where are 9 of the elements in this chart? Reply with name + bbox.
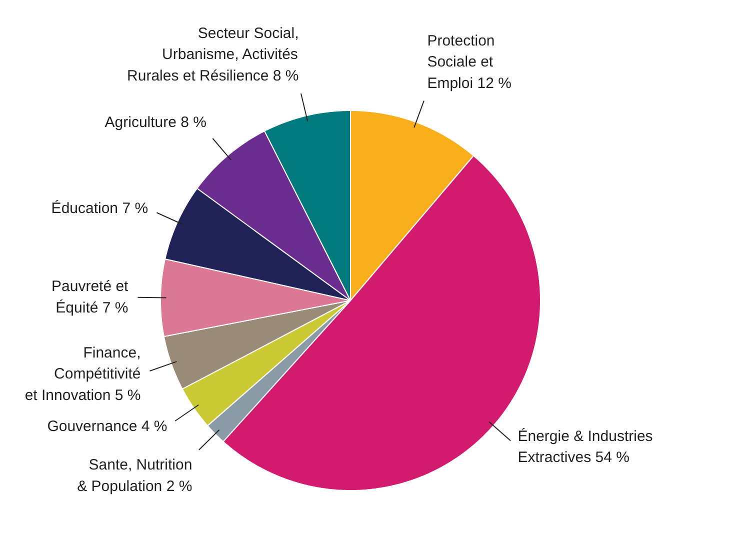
slice-label: Éducation 7 % <box>51 199 148 218</box>
slice-label: Protection Sociale et Emploi 12 % <box>427 32 512 92</box>
slice-label: Pauvreté et Équité 7 % <box>52 278 130 316</box>
slice-label: Secteur Social, Urbanisme, Activités Rurales et Résilience 8 % <box>127 24 299 84</box>
slice-label: Gouvernance 4 % <box>47 418 168 435</box>
slice-label: Finance, Compétitivité et Innovation 5 % <box>24 344 141 404</box>
slice-label: Énergie & Industries Extractives 54 % <box>518 426 653 466</box>
slice-label: Sante, Nutrition & Population 2 % <box>77 456 192 495</box>
slice-label: Agriculture 8 % <box>104 114 207 132</box>
